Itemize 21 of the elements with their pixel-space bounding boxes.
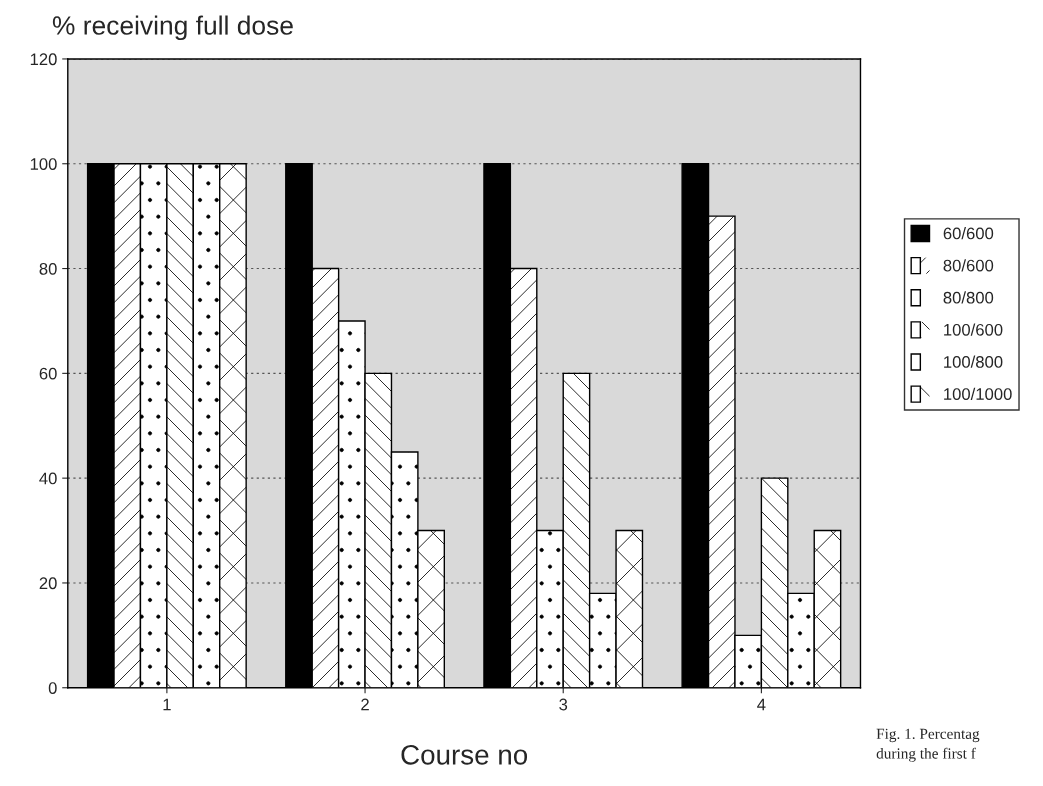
x-tick-label: 1 (163, 698, 171, 711)
y-tick-label: 20 (39, 577, 57, 590)
y-tick-label: 120 (30, 53, 57, 66)
legend-label: 60/600 (943, 227, 994, 240)
legend-label: 100/1000 (944, 387, 1012, 400)
y-tick-label: 40 (39, 472, 57, 485)
x-tick-label: 4 (757, 698, 766, 711)
legend-label: 100/800 (944, 355, 1003, 368)
x-axis-title: Course no (401, 744, 528, 765)
legend-label: 80/600 (943, 259, 994, 272)
y-tick-label: 0 (48, 682, 57, 694)
x-tick-label: 3 (559, 698, 568, 711)
text: during the first f (876, 747, 976, 762)
y-axis-title: % receiving full dose (52, 15, 293, 41)
y-tick-label: 60 (39, 367, 57, 380)
y-tick-label: 80 (39, 262, 57, 275)
caption: Fig. 1. Percentag (876, 728, 980, 743)
legend-label: 100/600 (944, 323, 1003, 336)
legend-label: 80/800 (943, 291, 994, 304)
y-tick-label: 100 (30, 158, 57, 170)
x-tick-label: 2 (361, 698, 369, 711)
